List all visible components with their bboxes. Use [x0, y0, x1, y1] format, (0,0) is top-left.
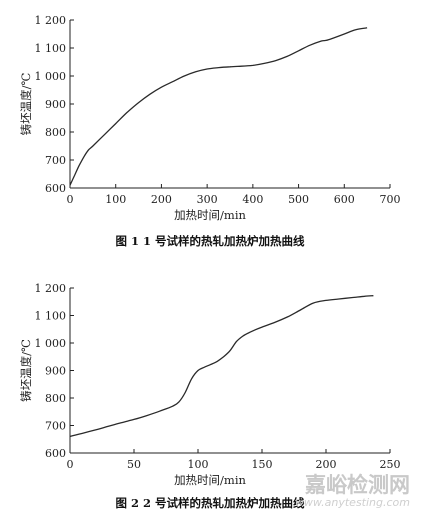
- x-tick-label: 200: [316, 458, 337, 471]
- series-line: [69, 295, 374, 438]
- y-axis-title: 铸坯温度/℃: [19, 339, 33, 402]
- y-tick-label: 900: [45, 365, 66, 378]
- series-line: [69, 27, 368, 186]
- y-tick-label: 800: [45, 392, 66, 405]
- x-tick-label: 100: [188, 458, 209, 471]
- x-axis-title: 加热时间/min: [174, 208, 246, 222]
- chart-2-caption: 图 2 2 号试样的热轧加热炉加热曲线: [115, 496, 305, 510]
- y-tick-label: 1 200: [35, 14, 67, 27]
- watermark-url: www.anytesting.com: [295, 496, 410, 509]
- watermark: 嘉峪检测网 www.anytesting.com: [295, 473, 410, 509]
- x-tick-label: 0: [67, 458, 74, 471]
- x-axis-title: 加热时间/min: [174, 473, 246, 487]
- y-tick-label: 800: [45, 126, 66, 139]
- y-tick-label: 600: [45, 182, 66, 195]
- y-tick-label: 1 000: [35, 70, 67, 83]
- x-tick-label: 400: [242, 193, 263, 206]
- x-tick-label: 200: [151, 193, 172, 206]
- x-tick-label: 250: [380, 458, 401, 471]
- y-tick-label: 600: [45, 447, 66, 460]
- x-tick-label: 0: [67, 193, 74, 206]
- y-tick-label: 1 100: [35, 42, 67, 55]
- y-tick-label: 1 200: [35, 282, 67, 295]
- y-axis-title: 铸坯温度/℃: [19, 73, 33, 136]
- x-tick-label: 50: [127, 458, 141, 471]
- y-tick-label: 1 100: [35, 310, 67, 323]
- x-tick-label: 150: [252, 458, 273, 471]
- x-tick-label: 500: [288, 193, 309, 206]
- x-tick-label: 600: [334, 193, 355, 206]
- watermark-text: 嘉峪检测网: [305, 473, 410, 497]
- x-tick-label: 700: [380, 193, 401, 206]
- y-tick-label: 700: [45, 420, 66, 433]
- chart-1-caption: 图 1 1 号试样的热轧加热炉加热曲线: [115, 234, 305, 248]
- y-tick-label: 900: [45, 98, 66, 111]
- y-tick-label: 1 000: [35, 337, 67, 350]
- y-tick-label: 700: [45, 154, 66, 167]
- x-tick-label: 300: [197, 193, 218, 206]
- chart-1: 0 100 200 300 400 500 600 700 600 700 800 900 1 000 1…: [19, 14, 401, 222]
- chart-2: 0 50 100 150 200 250 600 700 800 900 1 000 1 100 1 2…: [19, 282, 401, 487]
- x-tick-label: 100: [105, 193, 126, 206]
